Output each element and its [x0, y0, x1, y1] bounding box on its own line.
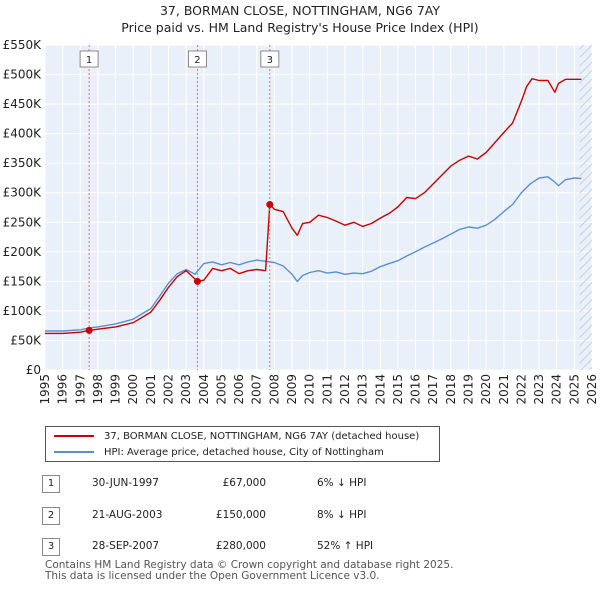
sale-label-box — [260, 50, 280, 68]
x-tick-label: 2017 — [426, 374, 440, 405]
y-tick-label: £300K — [3, 186, 43, 200]
x-tick-label: 2021 — [497, 374, 511, 405]
hpi-line — [45, 176, 582, 332]
chart-legend: 37, BORMAN CLOSE, NOTTINGHAM, NG6 7AY (d… — [45, 426, 440, 462]
x-tick-label: 1999 — [109, 374, 123, 405]
plot-background — [45, 45, 592, 370]
y-tick-label: £200K — [3, 245, 43, 259]
x-tick-label: 2026 — [585, 374, 599, 405]
x-tick-label: 2019 — [461, 374, 475, 405]
y-tick-label: £450K — [3, 97, 43, 111]
y-tick-label: £100K — [3, 304, 43, 318]
x-tick-label: 2003 — [179, 374, 193, 405]
sale-number-badge: 2 — [42, 507, 60, 525]
sale-price: £280,000 — [215, 540, 266, 552]
y-tick-label: £500K — [3, 68, 43, 82]
x-tick-label: 1998 — [91, 374, 105, 405]
x-tick-label: 2005 — [214, 374, 228, 405]
legend-label-property: 37, BORMAN CLOSE, NOTTINGHAM, NG6 7AY (d… — [104, 430, 420, 442]
footer-licence: This data is licensed under the Open Gov… — [45, 570, 380, 582]
y-tick-label: £150K — [3, 274, 43, 288]
property-price-line — [45, 78, 582, 335]
price-chart: £0 £50K £100K £150K £200K £250K £300K £350K £400… — [3, 38, 599, 405]
x-tick-label: 2024 — [550, 374, 564, 405]
forecast-hatch-region — [579, 45, 592, 370]
legend-label-hpi: HPI: Average price, detached house, City… — [104, 446, 384, 458]
x-tick-label: 2000 — [126, 374, 140, 405]
legend-swatch-hpi — [54, 451, 94, 453]
x-tick-label: 2008 — [267, 374, 281, 405]
sale-date: 28-SEP-2007 — [92, 540, 160, 552]
sale-hpi-change: 6% ↓ HPI — [317, 477, 367, 489]
x-tick-label: 2002 — [162, 374, 176, 405]
sale-row: 3 28-SEP-2007 £280,000 52% ↑ HPI — [42, 537, 462, 557]
x-tick-label: 2015 — [391, 374, 405, 405]
legend-item-hpi: HPI: Average price, detached house, City… — [54, 444, 384, 460]
y-tick-label: £400K — [3, 127, 43, 141]
x-tick-label: 2013 — [356, 374, 370, 405]
x-tick-label: 2012 — [338, 374, 352, 405]
x-tick-label: 2004 — [197, 374, 211, 405]
sale-point — [266, 201, 274, 209]
chart-subtitle: Price paid vs. HM Land Registry's House … — [121, 20, 479, 35]
legend-item-property: 37, BORMAN CLOSE, NOTTINGHAM, NG6 7AY (d… — [54, 428, 419, 444]
x-tick-label: 1995 — [38, 374, 52, 405]
x-tick-label: 1996 — [56, 374, 70, 405]
sale-date: 21-AUG-2003 — [92, 509, 163, 521]
y-tick-label: £50K — [10, 333, 42, 347]
sale-price: £150,000 — [215, 509, 266, 521]
sale-hpi-change: 52% ↑ HPI — [317, 540, 374, 552]
footer: Contains HM Land Registry data © Crown c… — [45, 560, 453, 582]
sale-point — [193, 277, 201, 285]
sale-label-box — [79, 50, 99, 68]
sale-label: 1 — [86, 55, 92, 66]
sale-label-box — [187, 50, 207, 68]
sale-row: 2 21-AUG-2003 £150,000 8% ↓ HPI — [42, 506, 462, 526]
x-tick-label: 2001 — [144, 374, 158, 405]
x-tick-label: 2016 — [409, 374, 423, 405]
x-tick-label: 2011 — [320, 374, 334, 405]
footer-copyright: Contains HM Land Registry data © Crown c… — [45, 559, 454, 571]
x-tick-label: 2023 — [532, 374, 546, 405]
sale-number-badge: 3 — [42, 538, 60, 556]
x-tick-label: 2014 — [373, 374, 387, 405]
sale-number-badge: 1 — [42, 475, 60, 493]
y-tick-label: £550K — [3, 38, 43, 52]
x-tick-label: 2020 — [479, 374, 493, 405]
sale-date: 30-JUN-1997 — [92, 477, 159, 489]
x-tick-label: 1997 — [73, 374, 87, 405]
x-tick-label: 2009 — [285, 374, 299, 405]
sale-row: 1 30-JUN-1997 £67,000 6% ↓ HPI — [42, 474, 462, 494]
chart-title: 37, BORMAN CLOSE, NOTTINGHAM, NG6 7AY — [159, 3, 441, 18]
y-tick-label: £250K — [3, 215, 43, 229]
chart-title-block: 37, BORMAN CLOSE, NOTTINGHAM, NG6 7AY Pr… — [0, 2, 600, 36]
x-tick-label: 2007 — [250, 374, 264, 405]
y-tick-label: £0 — [26, 363, 41, 377]
x-tick-label: 2025 — [567, 374, 581, 405]
sale-price: £67,000 — [222, 477, 266, 489]
sale-label: 3 — [267, 55, 273, 66]
y-tick-label: £350K — [3, 156, 43, 170]
sale-hpi-change: 8% ↓ HPI — [317, 509, 367, 521]
sale-point — [85, 326, 93, 334]
sale-label: 2 — [194, 55, 200, 66]
legend-swatch-property — [54, 435, 94, 437]
x-tick-label: 2018 — [444, 374, 458, 405]
x-tick-label: 2006 — [232, 374, 246, 405]
x-tick-label: 2022 — [514, 374, 528, 405]
x-tick-label: 2010 — [303, 374, 317, 405]
